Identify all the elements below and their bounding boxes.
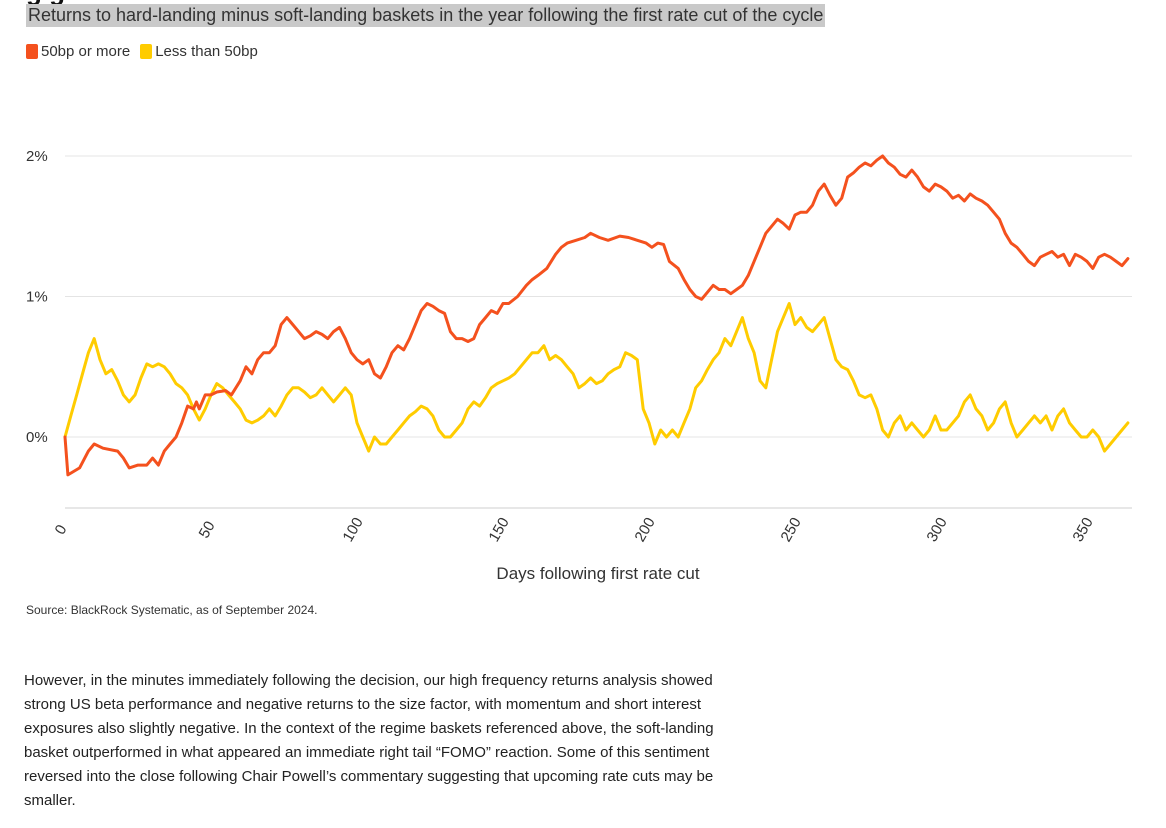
legend-item-less-than-50bp[interactable]: Less than 50bp <box>140 43 258 60</box>
x-tick-label: 0 <box>52 522 71 538</box>
legend-swatch-red <box>26 44 38 59</box>
y-tick-label: 2% <box>26 148 48 165</box>
x-axis-label: Days following first rate cut <box>496 564 699 583</box>
series-line-less-than-50bp <box>63 302 1130 453</box>
chart-title: Returns to hard-landing minus soft-landi… <box>26 4 826 27</box>
legend-swatch-yellow <box>140 44 153 59</box>
source-note: Source: BlackRock Systematic, as of Sept… <box>26 603 318 617</box>
x-tick-label: 150 <box>485 515 512 545</box>
x-tick-label: 350 <box>1069 515 1096 545</box>
x-tick-label: 250 <box>777 515 804 545</box>
x-tick-label: 50 <box>196 518 219 541</box>
legend-label: 50bp or more <box>41 43 131 60</box>
x-tick-label: 200 <box>631 515 658 545</box>
y-tick-label: 1% <box>26 289 48 306</box>
body-paragraph: However, in the minutes immediately foll… <box>24 672 714 809</box>
chart-legend: 50bp or more Less than 50bp <box>26 43 258 60</box>
y-tick-label: 0% <box>26 429 48 446</box>
series-line-50bp-or-more <box>63 154 1130 477</box>
x-tick-label: 100 <box>339 515 366 545</box>
legend-label: Less than 50bp <box>155 43 258 60</box>
clipped-heading: g g <box>26 0 65 7</box>
line-chart: 0% 1% 2% 0 50 100 150 200 250 300 350 Days followin… <box>26 148 1132 583</box>
legend-item-50bp-or-more[interactable]: 50bp or more <box>26 43 130 60</box>
x-tick-label: 300 <box>923 515 950 545</box>
